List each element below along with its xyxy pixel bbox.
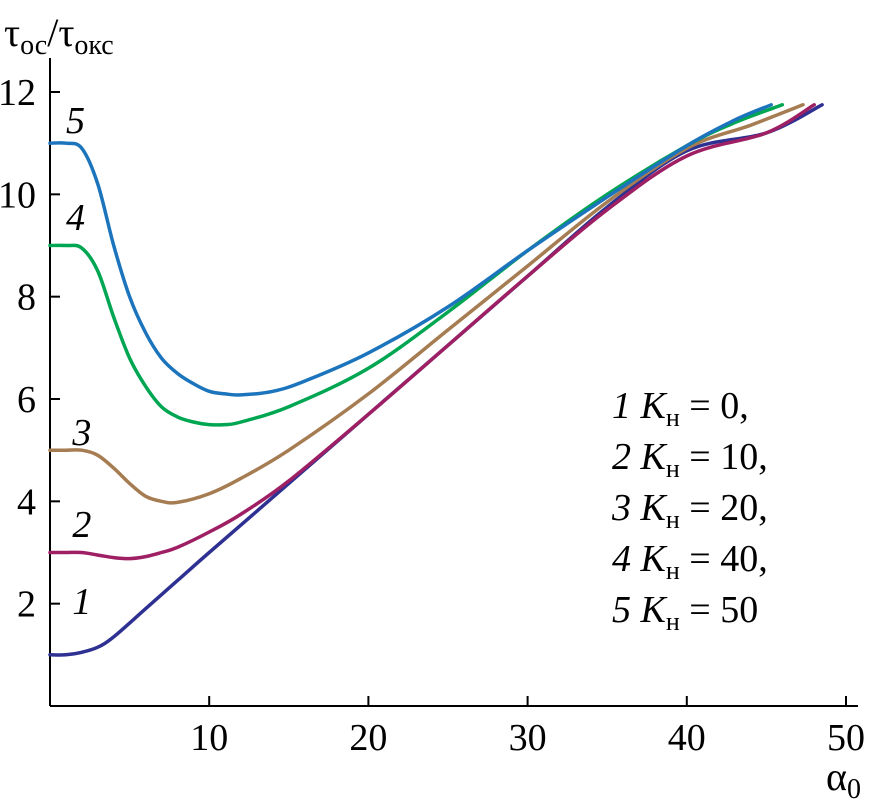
y-axis-label: τос/τокс — [4, 10, 114, 61]
x-axis-label: α0 — [826, 754, 861, 803]
series-layer — [48, 103, 824, 657]
series-line-2 — [48, 103, 816, 561]
y-tick-label: 10 — [0, 174, 36, 216]
series-line-5 — [48, 103, 773, 397]
legend-entry-1: 1 Kн = 0, — [612, 385, 749, 432]
legend: 1 Kн = 0,2 Kн = 10,3 Kн = 20,4 Kн = 40,5… — [611, 385, 768, 636]
curve-label-4: 4 — [66, 197, 85, 239]
y-tick-label: 4 — [17, 481, 36, 523]
y-tick-label: 6 — [17, 379, 36, 421]
curve-label-3: 3 — [71, 412, 91, 454]
curve-labels: 1 2 3 4 5 — [66, 100, 91, 623]
legend-entry-3: 3 Kн = 20, — [611, 487, 768, 534]
series-line-4 — [48, 103, 785, 427]
y-tick-label: 12 — [0, 72, 36, 114]
legend-entry-2: 2 Kн = 10, — [612, 436, 768, 483]
curve-label-2: 2 — [72, 504, 91, 546]
axes — [49, 58, 858, 707]
x-tick-label: 20 — [349, 717, 387, 759]
legend-entry-5: 5 Kн = 50 — [612, 589, 758, 636]
curve-label-5: 5 — [66, 100, 85, 142]
x-tick-label: 40 — [668, 717, 706, 759]
x-tick-label: 30 — [509, 717, 547, 759]
series-line-3 — [48, 103, 805, 505]
y-tick-label: 8 — [17, 277, 36, 319]
x-tick-label: 10 — [190, 717, 228, 759]
curve-label-1: 1 — [72, 581, 91, 623]
y-tick-label: 2 — [17, 584, 36, 626]
x-tick-label: 50 — [827, 717, 865, 759]
legend-entry-4: 4 Kн = 40, — [612, 538, 768, 585]
